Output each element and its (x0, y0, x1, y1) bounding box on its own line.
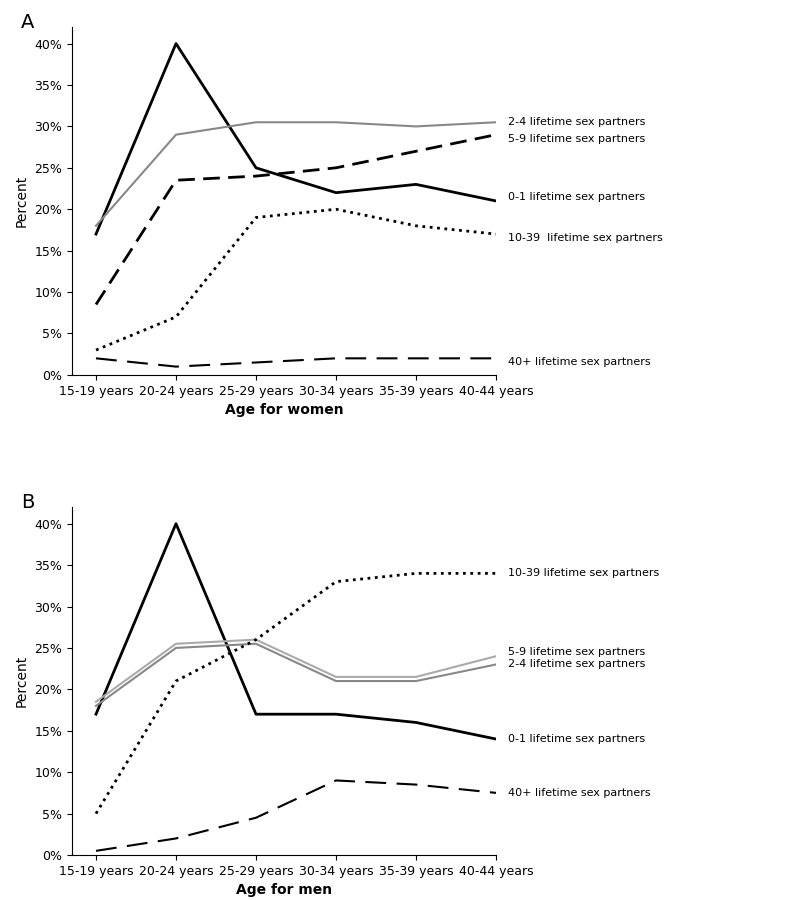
Text: 0-1 lifetime sex partners: 0-1 lifetime sex partners (508, 734, 645, 744)
Y-axis label: Percent: Percent (15, 655, 29, 707)
X-axis label: Age for men: Age for men (236, 883, 332, 897)
Text: 0-1 lifetime sex partners: 0-1 lifetime sex partners (508, 192, 645, 202)
Text: A: A (21, 14, 34, 32)
Text: 40+ lifetime sex partners: 40+ lifetime sex partners (508, 788, 650, 798)
Text: 5-9 lifetime sex partners: 5-9 lifetime sex partners (508, 134, 646, 144)
Text: 2-4 lifetime sex partners: 2-4 lifetime sex partners (508, 117, 646, 127)
Y-axis label: Percent: Percent (15, 175, 29, 227)
Text: B: B (21, 493, 34, 512)
Text: 2-4 lifetime sex partners: 2-4 lifetime sex partners (508, 660, 646, 670)
Text: 40+ lifetime sex partners: 40+ lifetime sex partners (508, 357, 650, 367)
X-axis label: Age for women: Age for women (225, 403, 343, 418)
Text: 10-39 lifetime sex partners: 10-39 lifetime sex partners (508, 569, 659, 579)
Text: 5-9 lifetime sex partners: 5-9 lifetime sex partners (508, 647, 646, 657)
Text: 10-39  lifetime sex partners: 10-39 lifetime sex partners (508, 233, 662, 243)
